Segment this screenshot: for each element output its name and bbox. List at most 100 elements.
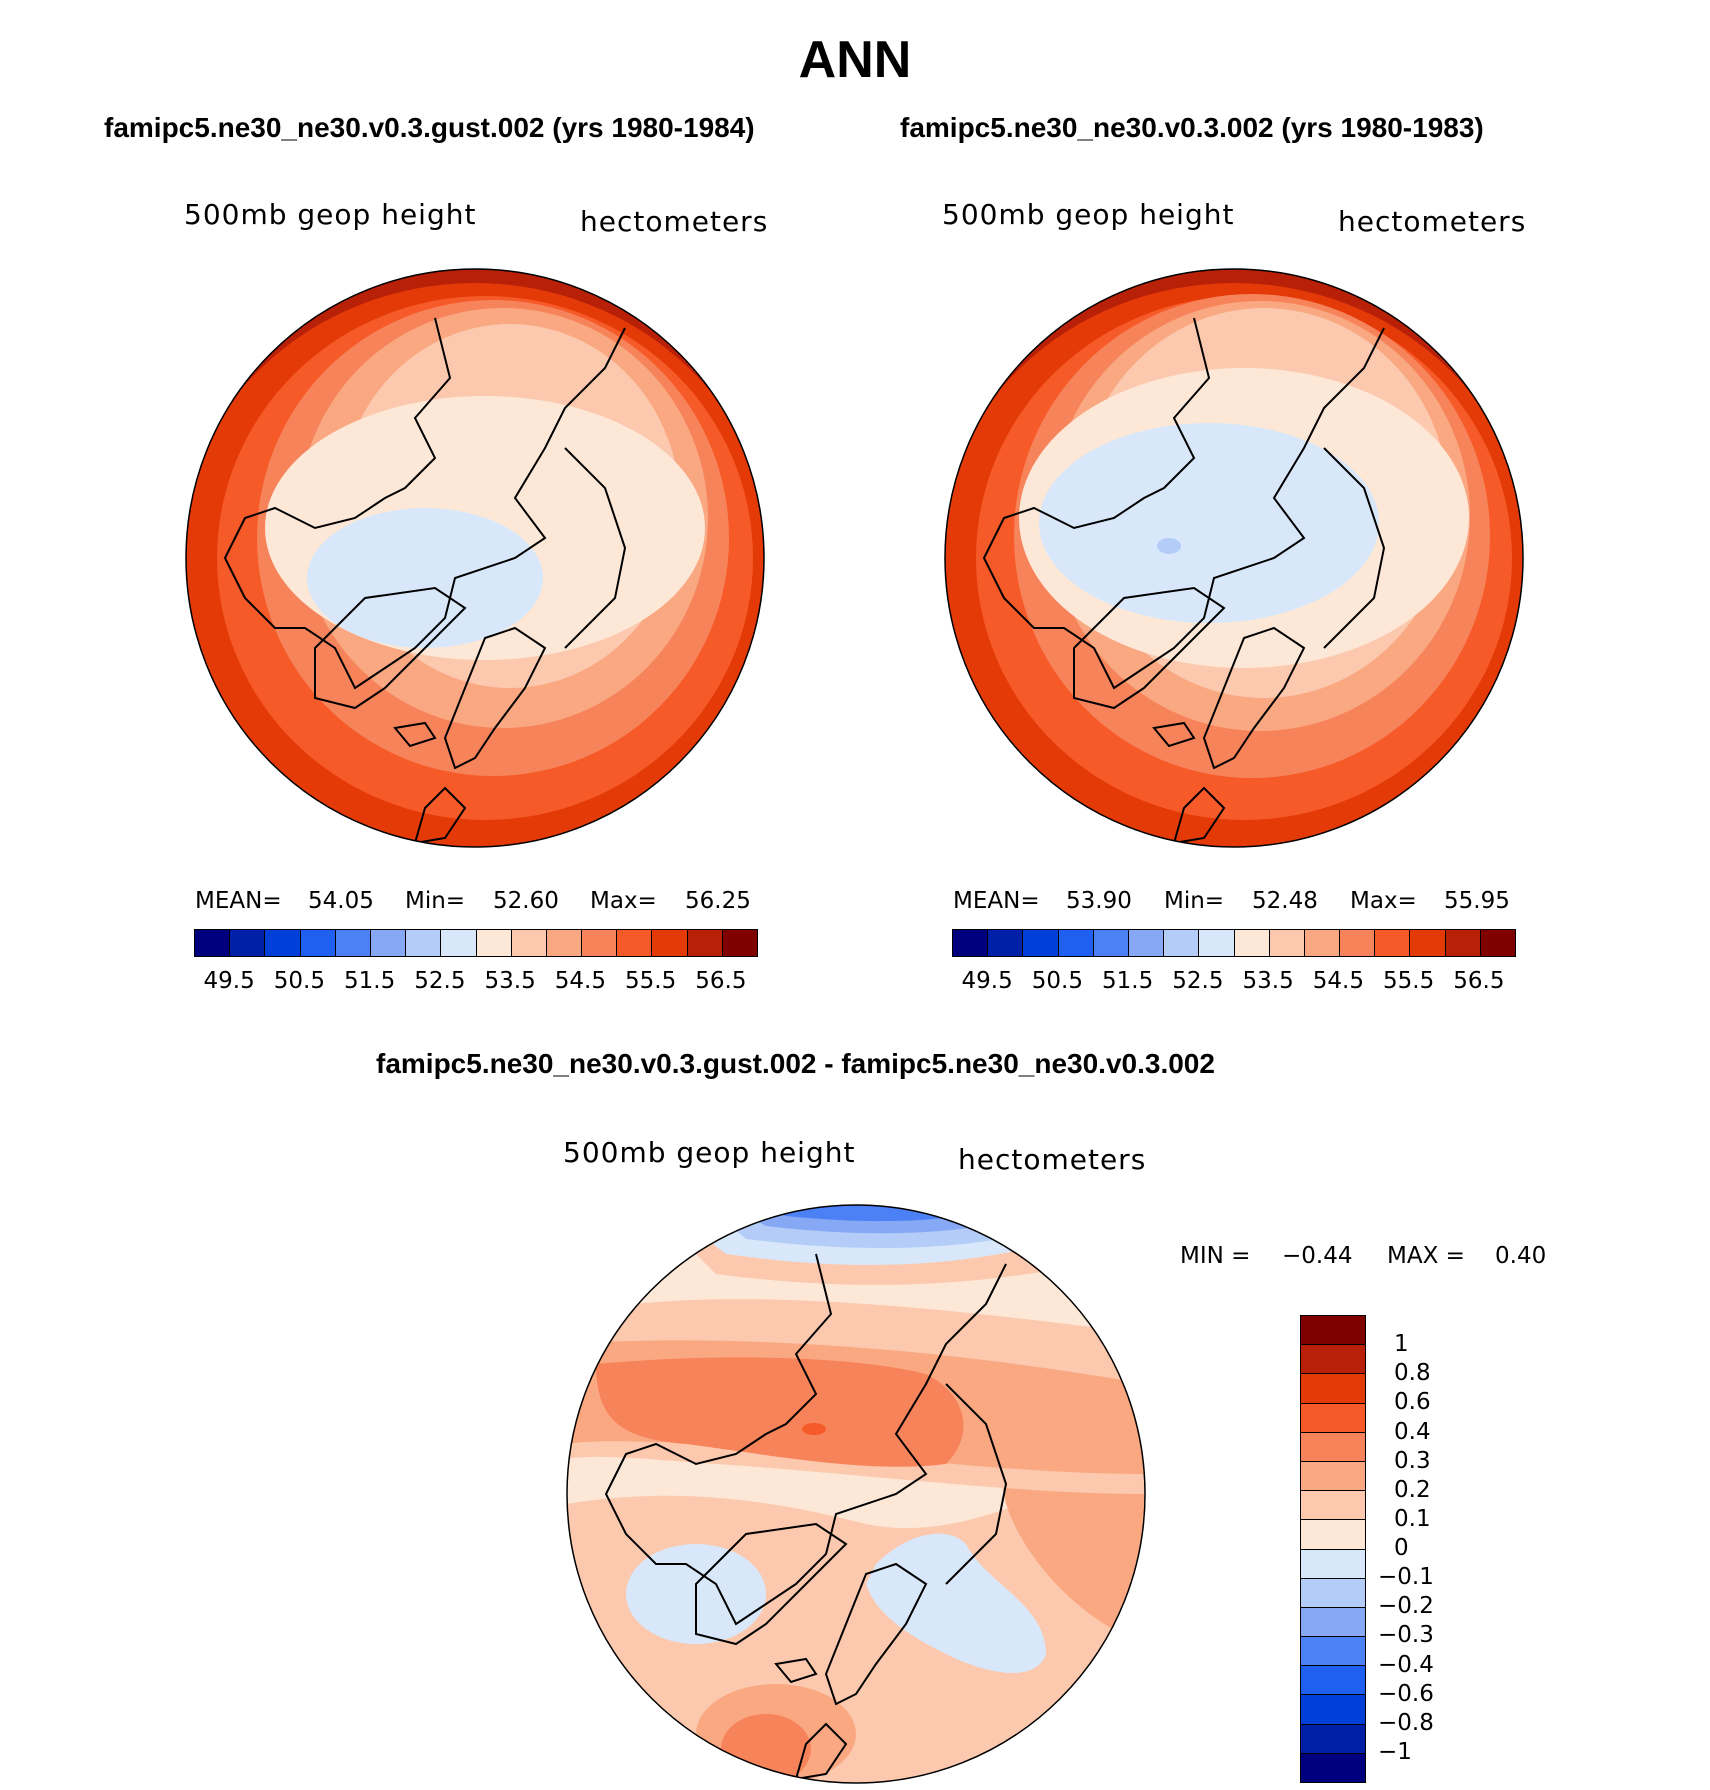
panel-2-colorbar-bin-3 xyxy=(1058,930,1094,956)
panel-1-coastline-iceland xyxy=(393,721,437,748)
panel-2-colorbar-bin-15 xyxy=(1480,930,1515,956)
diff-colorbar-bin-9 xyxy=(1301,1578,1365,1608)
panel-1-colorbar-bin-8 xyxy=(476,930,512,956)
diff-colorbar-bin-2 xyxy=(1301,1374,1365,1404)
panel-2-colorbar-tick: 49.5 xyxy=(961,968,1013,994)
panel-1-coastline-siberia xyxy=(564,447,627,649)
diff-colorbar-bin-10 xyxy=(1301,1607,1365,1638)
panel-1-coastline-britain xyxy=(413,786,467,845)
panel-2-colorbar-tick: 53.5 xyxy=(1242,968,1294,994)
diff-colorbar-bin-12 xyxy=(1301,1666,1365,1696)
diff-band-0.3-max xyxy=(596,1357,964,1467)
panel-2-coastline-scandinavia xyxy=(1202,626,1306,770)
diff-colorbar-bin-8 xyxy=(1301,1549,1365,1579)
diff-colorbar-tick: −0.8 xyxy=(1378,1709,1434,1736)
diff-colorbar-tick: 0.1 xyxy=(1394,1505,1431,1532)
panel-1-colorbar-bin-15 xyxy=(722,930,757,956)
panel-1-colorbar-tick: 49.5 xyxy=(203,968,255,994)
panel-1-colorbar-bin-12 xyxy=(617,930,653,956)
figure-title: ANN xyxy=(798,31,912,89)
panel-1-mean-value: 54.05 xyxy=(308,888,374,914)
diff-coastline-greenland xyxy=(695,1522,848,1646)
diff-colorbar xyxy=(1300,1315,1366,1783)
panel-1-min-value: 52.60 xyxy=(493,888,559,914)
panel-2-colorbar-bin-14 xyxy=(1445,930,1481,956)
panel-1-colorbar-bin-3 xyxy=(300,930,336,956)
diff-colorbar-labels: 1 0.8 0.6 0.4 0.3 0.2 0.1 0 −0.1 −0.2 −0.3 −0.4 −0.6… xyxy=(1378,1315,1498,1781)
diff-colorbar-tick: −0.3 xyxy=(1378,1622,1434,1649)
panel-1-colorbar-tick: 50.5 xyxy=(273,968,325,994)
panel-2-colorbar-bin-7 xyxy=(1199,930,1235,956)
panel-2-colorbar-tick: 52.5 xyxy=(1172,968,1224,994)
diff-colorbar-tick: 0.8 xyxy=(1394,1360,1431,1387)
panel-1-colorbar-tick: 53.5 xyxy=(484,968,536,994)
panel-1-colorbar-bin-4 xyxy=(335,930,371,956)
diff-colorbar-bin-0 xyxy=(1301,1316,1365,1346)
panel-2-colorbar-tick: 50.5 xyxy=(1031,968,1083,994)
diff-colorbar-tick: −0.1 xyxy=(1378,1564,1434,1591)
panel-2-coastline-britain xyxy=(1172,786,1226,845)
diff-variable: 500mb geop height xyxy=(563,1136,856,1169)
panel-2-coastline-iceland xyxy=(1152,721,1196,748)
panel-2-colorbar-tick: 54.5 xyxy=(1312,968,1364,994)
panel-1-colorbar-bin-11 xyxy=(582,930,618,956)
panel-1-colorbar-tick: 54.5 xyxy=(554,968,606,994)
diff-colorbar-tick: 0.6 xyxy=(1394,1389,1431,1416)
diff-colorbar-tick: −0.2 xyxy=(1378,1593,1434,1620)
panel-1-colorbar-bin-1 xyxy=(230,930,266,956)
panel-2-colorbar-tick: 55.5 xyxy=(1383,968,1435,994)
diff-max-label: MAX = xyxy=(1387,1243,1465,1269)
diff-colorbar-bin-4 xyxy=(1301,1432,1365,1462)
panel-2-colorbar-bin-1 xyxy=(988,930,1024,956)
diff-coastline-iceland xyxy=(774,1657,818,1684)
panel-1-case-title: famipc5.ne30_ne30.v0.3.gust.002 (yrs 198… xyxy=(104,112,755,143)
diff-units: hectometers xyxy=(958,1143,1147,1176)
panel-1-units: hectometers xyxy=(580,205,769,238)
panel-2-case-title: famipc5.ne30_ne30.v0.3.002 (yrs 1980-198… xyxy=(900,112,1484,143)
diff-colorbar-bin-1 xyxy=(1301,1345,1365,1375)
panel-1-colorbar-bin-0 xyxy=(195,930,231,956)
panel-1-coastline-scandinavia xyxy=(443,626,547,770)
diff-neg-region-scandinavia xyxy=(866,1533,1046,1673)
panel-1-colorbar-bin-14 xyxy=(687,930,723,956)
panel-2-map-border xyxy=(944,268,1524,848)
panel-2-polar-map xyxy=(944,268,1524,848)
diff-colorbar-tick: −1 xyxy=(1378,1738,1412,1765)
panel-2-colorbar-bin-10 xyxy=(1304,930,1341,956)
panel-2-colorbar-tick: 51.5 xyxy=(1102,968,1154,994)
diff-min-label: MIN = xyxy=(1180,1243,1251,1269)
panel-2-min-spot xyxy=(1157,538,1181,554)
diff-colorbar-tick: −0.6 xyxy=(1378,1680,1434,1707)
panel-2-mean-label: MEAN= xyxy=(953,888,1040,914)
panel-1-mean-label: MEAN= xyxy=(195,888,282,914)
panel-1-colorbar xyxy=(194,929,758,957)
diff-colorbar-tick: 0.4 xyxy=(1394,1418,1431,1445)
panel-1-polar-map xyxy=(185,268,765,848)
diff-coastline-america xyxy=(604,1253,1007,1626)
diff-colorbar-bin-15 xyxy=(1301,1753,1365,1782)
panel-1-colorbar-tick: 55.5 xyxy=(625,968,677,994)
panel-1-max-value: 56.25 xyxy=(685,888,751,914)
diff-colorbar-bin-6 xyxy=(1301,1491,1365,1521)
panel-2-colorbar-bin-5 xyxy=(1128,930,1165,956)
panel-2-min-value: 52.48 xyxy=(1252,888,1318,914)
diff-coastline-siberia xyxy=(945,1383,1008,1585)
diff-max-value: 0.40 xyxy=(1495,1243,1547,1269)
panel-1-map-border xyxy=(185,268,765,848)
panel-1-max-label: Max= xyxy=(590,888,657,914)
panel-2-colorbar-bin-8 xyxy=(1234,930,1270,956)
diff-colorbar-tick: 1 xyxy=(1394,1331,1409,1358)
panel-2-low-region xyxy=(1039,423,1379,623)
diff-colorbar-bin-3 xyxy=(1301,1403,1365,1433)
panel-1-colorbar-tick: 52.5 xyxy=(414,968,466,994)
panel-2-colorbar-bin-2 xyxy=(1023,930,1059,956)
diff-colorbar-tick: 0.3 xyxy=(1394,1447,1431,1474)
diff-map-border xyxy=(566,1204,1146,1784)
panel-2-max-label: Max= xyxy=(1350,888,1417,914)
panel-2-coastline-siberia xyxy=(1323,447,1386,649)
panel-2-max-value: 55.95 xyxy=(1444,888,1510,914)
diff-colorbar-bin-13 xyxy=(1301,1695,1365,1725)
panel-1-low-region xyxy=(307,508,543,648)
diff-colorbar-tick: −0.4 xyxy=(1378,1651,1434,1678)
panel-1-colorbar-tick: 56.5 xyxy=(695,968,747,994)
